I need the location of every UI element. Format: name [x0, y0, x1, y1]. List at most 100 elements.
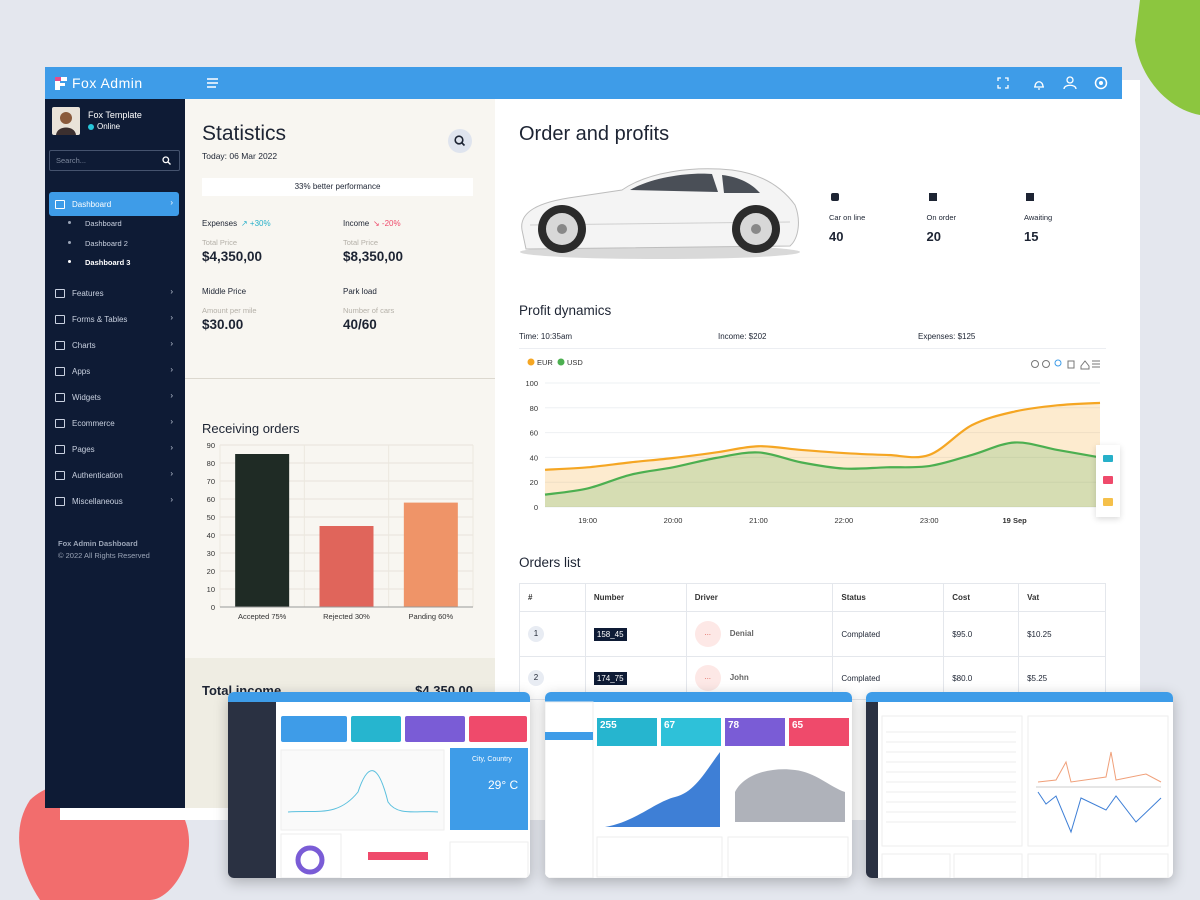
nav-icon — [55, 393, 65, 403]
stat-value: 40 — [829, 229, 844, 244]
column-header: Driver — [685, 583, 834, 612]
nav-item[interactable]: Pages › — [49, 437, 179, 461]
sub-label: Dashboard 3 — [85, 258, 131, 268]
user-name: Fox Template — [88, 110, 142, 120]
sub-label: Dashboard 2 — [85, 238, 128, 248]
brand-name: Fox Admin — [72, 75, 143, 91]
column-header: Number — [584, 583, 687, 612]
card-value: $4,350,00 — [202, 249, 263, 264]
nav-item[interactable]: Widgets › — [49, 385, 179, 409]
nav-chevron: › — [170, 443, 173, 453]
stat-cards: Expenses ↗ +30% Total Price $4,350,00 Income… — [185, 99, 495, 359]
column-header: Status — [832, 583, 945, 612]
card-value: $8,350,00 — [343, 249, 404, 264]
nav-label: Widgets — [72, 393, 101, 403]
card-caption: Total Price — [343, 238, 379, 247]
quick-tools[interactable] — [1096, 445, 1120, 517]
nav-subitem[interactable]: Dashboard 2 — [45, 236, 185, 254]
column-header: # — [519, 583, 586, 612]
nav-icon — [55, 419, 65, 429]
nav-label: Apps — [72, 367, 91, 377]
cell-text: Complated — [841, 673, 881, 683]
search-button[interactable] — [448, 129, 472, 153]
info-time: Time: 10:35am — [519, 332, 573, 341]
nav-subitem[interactable]: Dashboard — [45, 216, 185, 234]
counter-1: 255 — [600, 720, 617, 731]
cell-text: $5.25 — [1027, 673, 1048, 683]
nav-item[interactable]: Miscellaneous › — [49, 489, 179, 513]
preview-dashboard-2[interactable]: 255 67 78 65 — [545, 692, 852, 878]
nav-chevron: › — [170, 365, 173, 375]
statistics-title: Statistics — [202, 122, 287, 145]
preview-1-art — [228, 692, 530, 878]
nav-chevron: › — [170, 313, 173, 323]
search-box[interactable]: Search... — [49, 150, 180, 171]
nav-chevron: › — [170, 198, 173, 207]
info-divider — [519, 348, 1106, 349]
driver-avatar: ... — [694, 621, 721, 647]
table-cell: ... Denial — [685, 611, 834, 657]
stat-icon — [1026, 193, 1034, 201]
table-cell: 1 — [519, 611, 586, 657]
nav-label: Dashboard — [72, 200, 112, 209]
toolbar-icons[interactable] — [995, 75, 1115, 91]
order-number: 158_45 — [593, 627, 627, 641]
card-caption: Amount per mile — [202, 306, 257, 315]
line-chart-title: Profit dynamics — [519, 303, 612, 318]
orders-list-title: Orders list — [519, 555, 581, 570]
green-blob — [1135, 0, 1200, 115]
driver-name: Denial — [729, 629, 754, 639]
divider — [185, 378, 495, 379]
search-icon — [162, 156, 171, 165]
orders-table: # Number Driver Status Cost Vat 1 158_45... Deni… — [519, 583, 1106, 700]
preview-dashboard-1[interactable]: City, Country 29° C — [228, 692, 530, 878]
nav-subitem[interactable]: Dashboard 3 — [45, 255, 185, 273]
stat-value: 20 — [926, 229, 941, 244]
preview-2-art — [545, 692, 852, 878]
nav-item[interactable]: Ecommerce › — [49, 411, 179, 435]
nav-chevron: › — [170, 339, 173, 349]
nav-item[interactable]: Features › — [49, 281, 179, 305]
avatar — [52, 107, 80, 135]
brand-logo — [55, 77, 67, 90]
card-caption: Number of cars — [343, 306, 395, 315]
nav-menu: Dashboard › Dashboard Dashboard 2 Dashboard … — [45, 99, 185, 559]
table-cell: $10.25 — [1018, 611, 1106, 657]
nav-chevron: › — [170, 417, 173, 427]
nav-icon — [55, 315, 65, 325]
card-label: Expenses — [202, 219, 238, 228]
nav-label: Authentication — [72, 471, 123, 481]
nav-item[interactable]: Apps › — [49, 359, 179, 383]
card-change: ↗ +30% — [241, 219, 271, 228]
search-placeholder: Search... — [56, 156, 87, 165]
order-number: 174_75 — [593, 671, 627, 685]
performance-banner: 33% better performance — [202, 178, 473, 196]
stat-icon — [831, 193, 839, 201]
order-stats: Car on line 40 On order 20 Awaiting 15 — [495, 99, 1122, 259]
sub-dot — [68, 240, 71, 244]
nav-icon — [55, 497, 65, 507]
preview-dashboard-3[interactable] — [866, 692, 1173, 878]
nav-chevron: › — [170, 469, 173, 479]
nav-icon — [55, 445, 65, 455]
column-header: Vat — [1018, 583, 1106, 612]
nav-item[interactable]: Forms & Tables › — [49, 307, 179, 331]
cell-text: $10.25 — [1027, 629, 1052, 639]
nav-chevron: › — [170, 495, 173, 505]
column-header: Cost — [943, 583, 1020, 612]
top-bar: Fox Admin — [45, 67, 1122, 99]
nav-item[interactable]: Dashboard › — [49, 192, 179, 216]
menu-toggle[interactable] — [206, 76, 220, 90]
nav-chevron: › — [170, 287, 173, 297]
nav-label: Features — [72, 289, 104, 299]
nav-icon — [55, 367, 65, 377]
nav-label: Forms & Tables — [72, 315, 128, 325]
card-label: Park load — [343, 287, 377, 296]
stat-label: On order — [926, 213, 957, 222]
nav-item[interactable]: Authentication › — [49, 463, 179, 487]
nav-label: Ecommerce — [72, 419, 115, 429]
info-income: Income: $202 — [718, 332, 767, 341]
nav-item[interactable]: Charts › — [49, 333, 179, 357]
